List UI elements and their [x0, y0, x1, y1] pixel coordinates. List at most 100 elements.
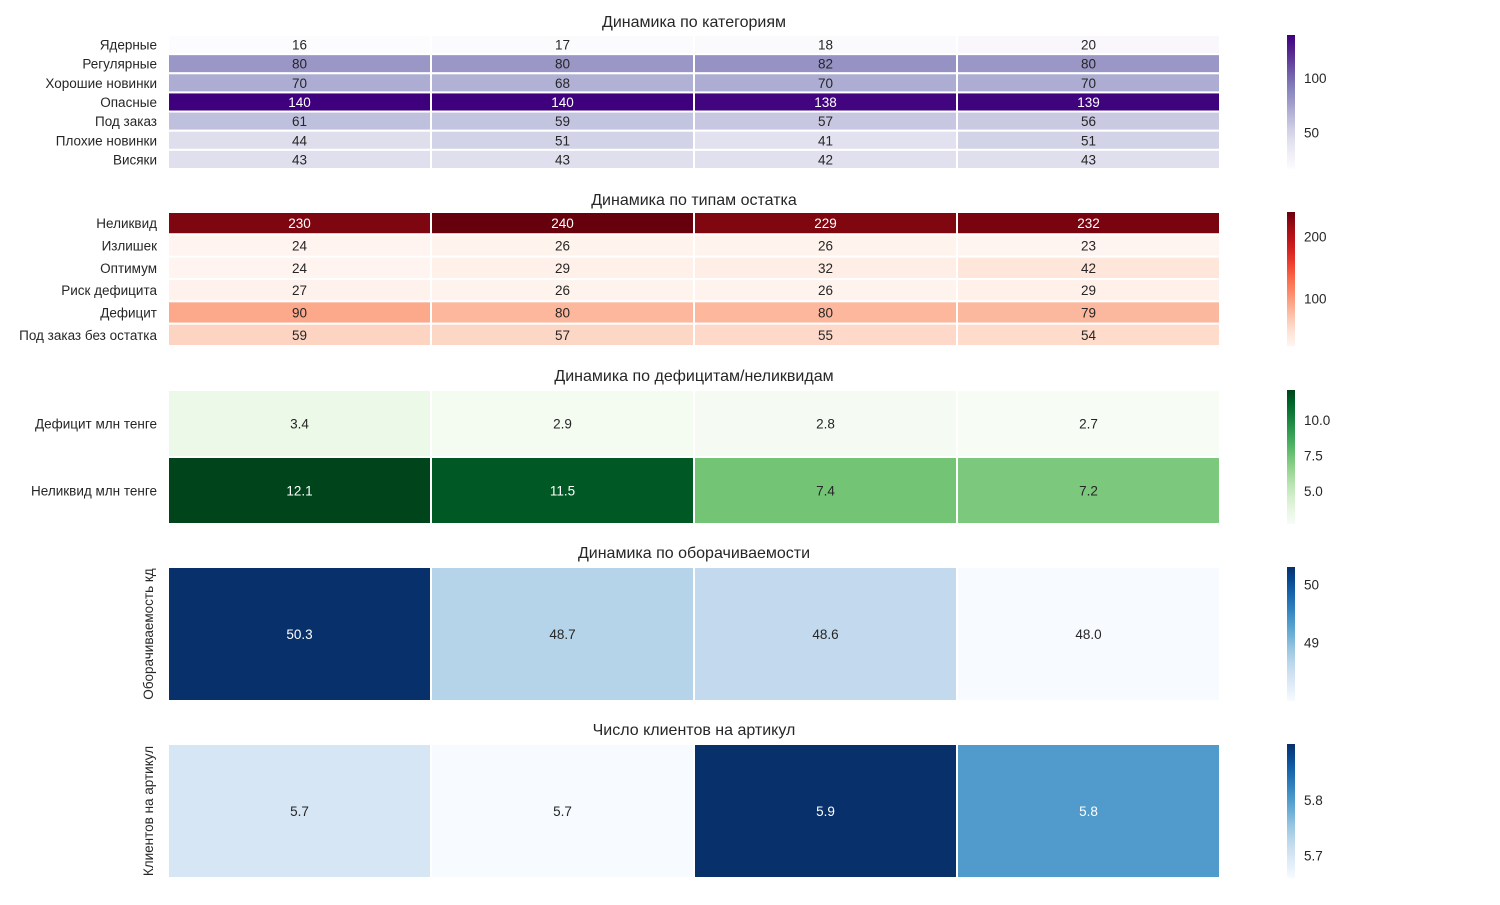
heatmap-cell	[167, 456, 432, 525]
heatmap-cell	[956, 566, 1221, 702]
colorbar-tick-label: 5.0	[1304, 484, 1323, 499]
cell-value-label: 59	[555, 114, 570, 129]
heatmap-cell	[956, 456, 1221, 525]
colorbar	[1287, 35, 1295, 169]
cell-value-label: 90	[292, 306, 307, 321]
row-label: Ядерные	[100, 38, 157, 53]
colorbar	[1287, 390, 1295, 524]
heatmap-cell	[956, 322, 1221, 347]
row-label: Плохие новинки	[56, 133, 157, 148]
heatmap-cell	[430, 456, 695, 525]
cell-value-label: 80	[818, 306, 833, 321]
colorbar-tick-label: 10.0	[1304, 413, 1330, 428]
cell-value-label: 7.4	[816, 484, 835, 499]
colorbar-tick-label: 100	[1304, 71, 1327, 86]
cell-value-label: 59	[292, 328, 307, 343]
row-label: Регулярные	[82, 57, 157, 72]
row-label: Излишек	[102, 239, 157, 254]
cell-value-label: 2.9	[553, 417, 572, 432]
cell-value-label: 48.0	[1075, 627, 1101, 642]
colorbar	[1287, 212, 1295, 346]
y-axis-label: Клиентов на артикул	[141, 746, 156, 876]
cell-value-label: 23	[1081, 239, 1096, 254]
cell-value-label: 70	[292, 76, 307, 91]
cell-value-label: 232	[1077, 216, 1100, 231]
cell-value-label: 68	[555, 76, 570, 91]
cell-value-label: 24	[292, 261, 308, 276]
cell-value-label: 16	[292, 38, 307, 53]
cell-value-label: 79	[1081, 306, 1096, 321]
cell-value-label: 24	[292, 239, 308, 254]
heatmap-cell	[956, 389, 1221, 458]
cell-value-label: 48.6	[812, 627, 838, 642]
cell-value-label: 139	[1077, 95, 1100, 110]
panel-title: Динамика по оборачиваемости	[578, 545, 810, 562]
cell-value-label: 5.8	[1079, 804, 1098, 819]
cell-value-label: 61	[292, 114, 307, 129]
cell-value-label: 26	[555, 239, 570, 254]
row-label: Дефицит млн тенге	[35, 417, 157, 432]
row-label: Дефицит	[100, 306, 157, 321]
cell-value-label: 80	[1081, 57, 1096, 72]
cell-value-label: 240	[551, 216, 574, 231]
colorbar-tick-label: 7.5	[1304, 449, 1323, 464]
cell-value-label: 230	[288, 216, 311, 231]
cell-value-label: 7.2	[1079, 484, 1098, 499]
heatmap-cell	[693, 743, 958, 879]
heatmap-cell	[167, 389, 432, 458]
cell-value-label: 42	[818, 152, 833, 167]
colorbar-tick-label: 5.8	[1304, 793, 1323, 808]
cell-value-label: 80	[555, 57, 570, 72]
cell-value-label: 56	[1081, 114, 1096, 129]
heatmap-panel-5: Число клиентов на артикул 5.7 5.7 5.9 5.8 Кли…	[141, 722, 1323, 879]
heatmap-cell	[693, 389, 958, 458]
cell-value-label: 57	[555, 328, 570, 343]
cell-value-label: 138	[814, 95, 837, 110]
heatmap-panel-4: Динамика по оборачиваемости 50.3 48.7 48.6 4…	[141, 545, 1319, 702]
cell-value-label: 11.5	[550, 484, 575, 499]
cell-value-label: 5.9	[816, 804, 835, 819]
cell-value-label: 51	[555, 133, 570, 148]
heatmap-panel-1: Динамика по категориям 16 17 18 20 80 80 82 80 70…	[45, 14, 1327, 171]
cell-value-label: 18	[818, 38, 833, 53]
cell-value-label: 50.3	[286, 627, 312, 642]
cell-value-label: 80	[555, 306, 570, 321]
cell-value-label: 17	[555, 38, 570, 53]
cell-value-label: 140	[551, 95, 574, 110]
heatmap-panel-3: Динамика по дефицитам/неликвидам 3.4 2.9 2.…	[31, 368, 1330, 525]
cell-value-label: 43	[292, 152, 307, 167]
heatmap-cell	[956, 148, 1221, 171]
colorbar-tick-label: 50	[1304, 125, 1319, 140]
cell-value-label: 29	[1081, 283, 1096, 298]
colorbar	[1287, 567, 1295, 701]
cell-value-label: 41	[818, 133, 833, 148]
cell-value-label: 26	[555, 283, 570, 298]
cell-value-label: 3.4	[290, 417, 309, 432]
row-label: Неликвид	[96, 216, 157, 231]
cell-value-label: 44	[292, 133, 308, 148]
cell-value-label: 26	[818, 283, 833, 298]
cell-value-label: 229	[814, 216, 837, 231]
cell-value-label: 27	[292, 283, 307, 298]
cell-value-label: 54	[1081, 328, 1097, 343]
cell-value-label: 70	[1081, 76, 1096, 91]
heatmap-cell	[430, 566, 695, 702]
heatmap-cell	[167, 566, 432, 702]
cell-value-label: 48.7	[549, 627, 575, 642]
panel-title: Динамика по категориям	[602, 14, 786, 31]
y-axis-label: Оборачиваемость кд	[141, 568, 156, 699]
cell-value-label: 42	[1081, 261, 1096, 276]
colorbar-tick-label: 100	[1304, 291, 1327, 306]
cell-value-label: 82	[818, 57, 833, 72]
cell-value-label: 55	[818, 328, 833, 343]
row-label: Оптимум	[100, 261, 157, 276]
row-label: Под заказ без остатка	[19, 328, 157, 343]
row-label: Под заказ	[95, 114, 157, 129]
colorbar-tick-label: 49	[1304, 636, 1319, 651]
heatmap-cell	[693, 456, 958, 525]
row-label: Висяки	[113, 152, 157, 167]
panel-title: Динамика по типам остатка	[591, 192, 797, 209]
colorbar	[1287, 744, 1295, 878]
row-label: Хорошие новинки	[45, 76, 157, 91]
cell-value-label: 32	[818, 261, 833, 276]
